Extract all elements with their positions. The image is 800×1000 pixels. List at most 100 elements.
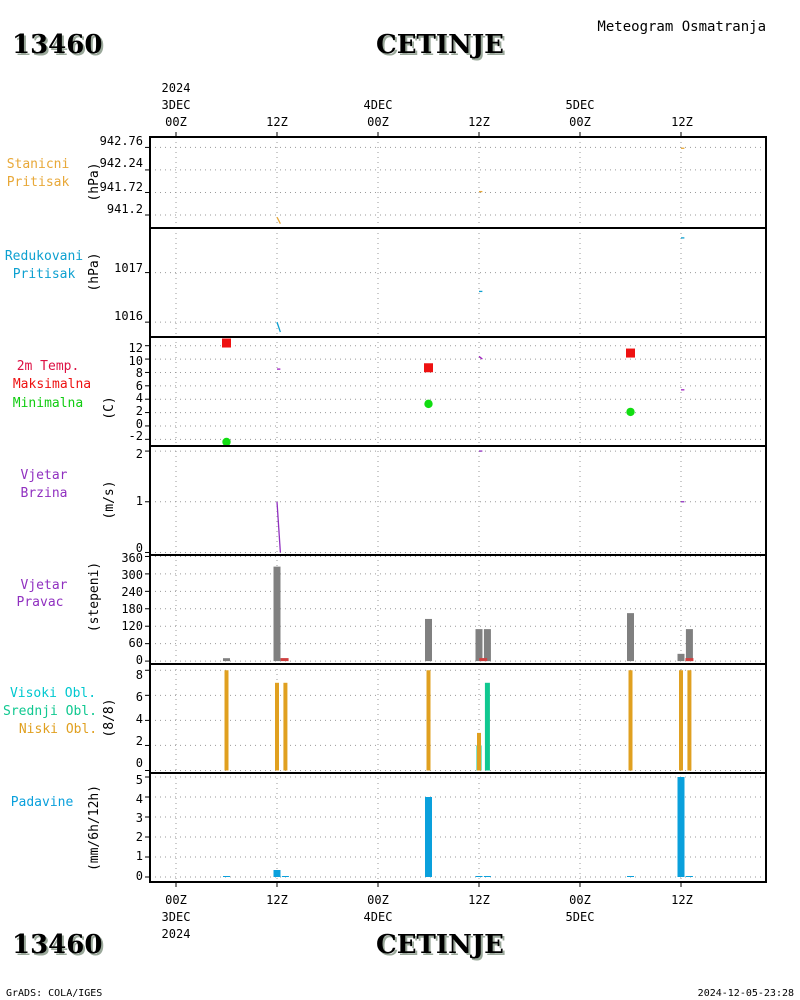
bottom-tick-label-3: 12Z	[468, 893, 490, 907]
station-pressure-yticks: 941.2 941.72 942.24 942.76	[100, 134, 143, 216]
temperature-ytick-7: 12	[129, 341, 143, 355]
temperature-label-3: Minimalna	[13, 396, 83, 411]
cloud-low-bar	[628, 670, 633, 771]
precipitation-bar	[685, 876, 693, 877]
panel-temperature: 2m Temp. Maksimalna Minimalna (C) -2 0 2…	[13, 336, 767, 447]
reduced-pressure-marks	[276, 237, 685, 333]
station-pressure-ytick-3: 942.76	[100, 134, 143, 148]
precipitation-marks	[223, 777, 693, 877]
wind-speed-ytick-1: 1	[136, 494, 143, 508]
station-name-top: CETINJE	[376, 30, 504, 60]
cloud-mid-bar	[484, 682, 490, 771]
clouds-marks	[224, 670, 692, 771]
wind-speed-frame	[149, 445, 767, 556]
cloud-low-bar	[477, 732, 481, 771]
precipitation-ytick-5: 5	[136, 773, 143, 787]
station-pressure-marks	[276, 147, 685, 224]
precipitation-bar	[425, 797, 432, 877]
svg-text:13460: 13460	[14, 932, 104, 962]
tmax-point	[424, 363, 433, 373]
precipitation-bar	[483, 876, 491, 877]
top-tick-label-1: 12Z	[266, 115, 288, 129]
wind-direction-bar	[685, 629, 693, 662]
t2m-line	[478, 355, 483, 360]
station-pressure-frame	[149, 136, 767, 229]
precipitation-ytick-0: 0	[136, 869, 143, 883]
tmax-point	[626, 348, 635, 358]
wind-direction-calm-mark	[280, 658, 289, 662]
bottom-year-label: 2024	[162, 927, 191, 941]
top-tick-label-3: 12Z	[468, 115, 490, 129]
precipitation-grid	[145, 773, 766, 882]
wind-direction-calm-mark	[479, 658, 488, 662]
reduced-pressure-unit: (hPa)	[87, 252, 102, 291]
wind-direction-frame	[149, 554, 767, 665]
temperature-yticks: -2 0 2 4 6 8 10 12	[129, 341, 143, 443]
station-id-bottom: 13460	[12, 930, 102, 960]
clouds-grid	[145, 664, 766, 773]
wind-speed-marks	[276, 450, 685, 553]
wind-direction-label-2: Pravac	[17, 595, 64, 610]
station-pressure-ytick-2: 942.24	[100, 156, 143, 170]
temperature-label-1: 2m Temp.	[17, 359, 80, 374]
precipitation-bar	[475, 876, 483, 877]
wind-direction-yticks: 0 60 120 180 240 300 360	[121, 551, 143, 667]
bottom-tick-label-5: 12Z	[671, 893, 693, 907]
precipitation-yticks: 0 1 2 3 4 5	[136, 773, 143, 883]
station-pressure-grid	[145, 137, 766, 228]
reduced-pressure-label-2: Pritisak	[13, 267, 76, 282]
panel-wind-speed: Vjetar Brzina (m/s) 0 1 2	[21, 445, 767, 556]
bottom-date-label-2: 4DEC	[364, 910, 393, 924]
tmax-point	[222, 338, 231, 348]
cloud-low-bar	[687, 670, 692, 771]
temperature-marks	[222, 338, 685, 447]
clouds-label-1: Visoki Obl.	[10, 686, 96, 701]
wind-direction-label-1: Vjetar	[21, 578, 68, 593]
clouds-unit: (8/8)	[102, 698, 117, 737]
clouds-ytick-0: 0	[136, 756, 143, 770]
panel-clouds: Visoki Obl. Srednji Obl. Niski Obl. (8/8…	[3, 663, 767, 774]
cloud-low-bar	[283, 682, 288, 771]
precipitation-label-1: Padavine	[11, 795, 74, 810]
tmin-point	[424, 399, 433, 409]
wind-speed-yticks: 0 1 2	[136, 447, 143, 555]
clouds-label-3: Niski Obl.	[19, 722, 97, 737]
wind-direction-bar	[425, 618, 432, 662]
temperature-frame	[149, 336, 767, 447]
svg-text:CETINJE: CETINJE	[378, 32, 506, 62]
reduced-pressure-ytick-1: 1017	[114, 261, 143, 275]
bottom-date-label-1: 3DEC	[162, 910, 191, 924]
wind-speed-ytick-0: 0	[136, 541, 143, 555]
top-date-label-1: 3DEC	[162, 98, 191, 112]
precipitation-bar	[281, 876, 289, 877]
wind-direction-grid	[145, 555, 766, 664]
precipitation-ytick-3: 3	[136, 811, 143, 825]
precipitation-frame	[149, 772, 767, 883]
temperature-ytick-5: 8	[136, 366, 143, 380]
clouds-frame	[149, 663, 767, 774]
wind-speed-ytick-2: 2	[136, 447, 143, 461]
precipitation-ytick-1: 1	[136, 849, 143, 863]
svg-text:13460: 13460	[14, 32, 104, 62]
top-tick-label-0: 00Z	[165, 115, 187, 129]
panel-reduced-pressure: Redukovani Pritisak (hPa) 1016 1017	[5, 227, 767, 338]
top-tick-label-2: 00Z	[367, 115, 389, 129]
clouds-label-2: Srednji Obl.	[3, 704, 97, 719]
cloud-low-bar	[679, 670, 683, 771]
cloud-low-bar	[426, 670, 431, 771]
precipitation-bar	[627, 876, 634, 877]
wind-direction-bar	[483, 629, 491, 662]
tmin-point	[222, 437, 231, 447]
station-pressure-ytick-1: 941.72	[100, 180, 143, 194]
bottom-tick-label-2: 00Z	[367, 893, 389, 907]
clouds-ytick-4: 8	[136, 668, 143, 682]
bottom-date-label-3: 5DEC	[566, 910, 595, 924]
reduced-pressure-grid	[145, 228, 766, 337]
tmin-point	[626, 407, 635, 417]
clouds-ytick-1: 2	[136, 734, 143, 748]
reduced-pressure-ytick-0: 1016	[114, 309, 143, 323]
meteogram-title: Meteogram Osmatranja	[597, 19, 766, 35]
top-tick-label-5: 12Z	[671, 115, 693, 129]
bottom-tick-label-0: 00Z	[165, 893, 187, 907]
